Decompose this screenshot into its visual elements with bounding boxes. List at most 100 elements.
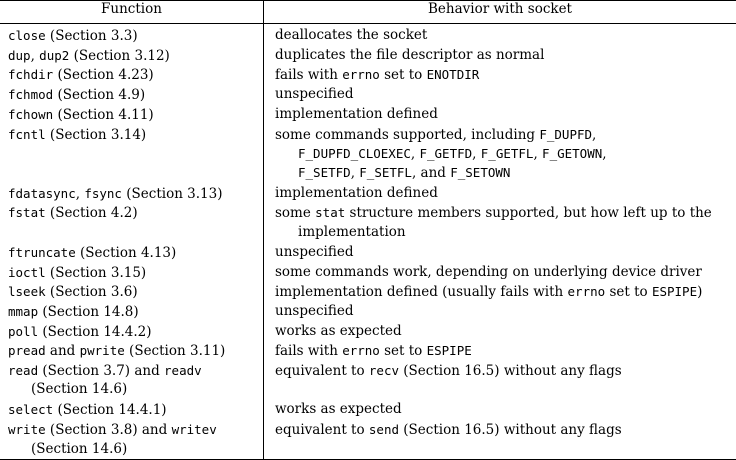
code-identifier: select [8,402,54,418]
behavior-cell: implementation defined (usually fails wi… [264,282,736,302]
cell-text: implementation defined [275,184,438,201]
code-identifier: mmap [8,303,39,319]
cell-text: and [45,343,80,360]
behavior-cell: unspecified [264,302,736,322]
table-header-row: Function Behavior with socket [0,0,736,24]
code-identifier: stat [315,205,346,221]
cell-text: set to [605,284,652,301]
behavior-cell: implementation defined [264,105,736,125]
behavior-cell: works as expected [264,400,736,420]
cell-line: some commands work, depending on underly… [275,263,736,282]
cell-line: deallocates the socket [275,26,736,45]
behavior-cell: unspecified [264,85,736,105]
table-row: pread and pwrite (Section 3.11) fails wit… [0,341,736,362]
code-identifier: fchown [8,106,54,122]
cell-line: fails with errno set to ENOTDIR [275,65,736,84]
behavior-cell: some commands work, depending on underly… [264,263,736,283]
code-identifier: pwrite [79,343,125,359]
cell-text: , [533,145,543,162]
cell-text: (Section 3.14) [45,126,147,143]
function-cell: read (Section 3.7) and readv (Section 14.… [0,361,264,401]
function-cell: pread and pwrite (Section 3.11) [0,341,264,362]
code-identifier: F_SETFL [359,165,412,181]
cell-text: (Section 3.7) and [38,363,165,380]
cell-text: , and [411,165,451,182]
table-row: write (Section 3.8) and writev (Section 1… [0,420,736,460]
cell-line: ftruncate (Section 4.13) [8,243,263,262]
cell-text: (Section 16.5) without any flags [399,363,622,380]
cell-text: (Section 3.15) [45,264,147,281]
behavior-cell: fails with errno set to ESPIPE [264,341,736,361]
cell-line: write (Section 3.8) and writev [8,420,263,439]
cell-text: fails with [275,343,343,360]
code-identifier: ENOTDIR [426,67,480,83]
cell-line: (Section 14.6) [8,380,263,399]
cell-text: set to [379,67,427,84]
cell-line: implementation defined (usually fails wi… [275,282,736,301]
behavior-cell: implementation defined [264,184,736,204]
code-identifier: errno [342,67,380,83]
code-identifier: fcntl [8,126,46,142]
code-identifier: poll [8,323,39,339]
cell-text: , [410,145,420,162]
code-identifier: fdatasync [8,185,76,201]
cell-line: works as expected [275,322,736,341]
function-cell: select (Section 14.4.1) [0,400,264,421]
cell-line: equivalent to recv (Section 16.5) withou… [275,361,736,380]
behavior-cell: equivalent to recv (Section 16.5) withou… [264,361,736,400]
cell-text: , [30,47,40,64]
cell-text: set to [379,343,427,360]
cell-text: unspecified [275,243,354,260]
cell-text: (Section 3.6) [45,284,138,301]
table-row: close (Section 3.3) deallocates the socke… [0,23,736,46]
code-identifier: F_GETFL [480,145,534,161]
behavior-cell: works as expected [264,322,736,342]
cell-line: close (Section 3.3) [8,26,263,45]
cell-line: lseek (Section 3.6) [8,282,263,301]
cell-text: (Section 16.5) without any flags [399,422,622,439]
cell-line: (Section 14.6) [8,440,263,459]
cell-text: ) [697,284,703,301]
code-identifier: pread [8,343,46,359]
cell-text: (Section 14.8) [38,303,139,320]
cell-text: , [602,145,607,162]
cell-line: mmap (Section 14.8) [8,302,263,321]
cell-line: fchmod (Section 4.9) [8,85,263,104]
code-identifier: errno [567,284,606,300]
cell-text: fails with [275,67,343,84]
table-row: fstat (Section 4.2) some stat structure m… [0,203,736,243]
cell-text: , [472,145,481,162]
table-row: read (Section 3.7) and readv (Section 14.… [0,361,736,401]
table-row: poll (Section 14.4.2) works as expected [0,321,736,342]
cell-text: (Section 3.3) [45,28,138,44]
cell-text: works as expected [275,401,402,418]
code-identifier: ESPIPE [651,284,698,300]
cell-text: (Section 14.4.2) [38,323,152,340]
cell-text: , [75,185,85,202]
cell-line: fchdir (Section 4.23) [8,65,263,84]
cell-line: fchown (Section 4.11) [8,105,263,124]
cell-line: some stat structure members supported, b… [275,203,736,222]
cell-line: fails with errno set to ESPIPE [275,341,736,360]
cell-text: (Section 4.9) [53,87,146,104]
cell-text: deallocates the socket [275,27,428,43]
code-identifier: close [8,28,46,43]
table-row: fcntl (Section 3.14) some commands suppor… [0,124,736,184]
code-identifier: send [368,422,399,438]
cell-text: (Section 3.11) [124,343,226,360]
behavior-cell: some stat structure members supported, b… [264,203,736,242]
cell-text: (Section 4.2) [45,205,138,222]
cell-line: implementation [275,223,736,242]
function-cell: close (Section 3.3) [0,23,264,46]
cell-line: F_SETFD, F_SETFL, and F_SETOWN [275,163,736,182]
cell-line: poll (Section 14.4.2) [8,322,263,341]
function-cell: fchdir (Section 4.23) [0,65,264,86]
code-identifier: F_SETOWN [450,165,511,181]
function-cell: mmap (Section 14.8) [0,301,264,322]
behavior-cell: duplicates the file descriptor as normal [264,46,736,66]
function-cell: poll (Section 14.4.2) [0,321,264,342]
cell-line: some commands supported, including F_DUP… [275,125,736,144]
code-identifier: fchmod [8,87,54,103]
cell-line: read (Section 3.7) and readv [8,361,263,380]
cell-text: some commands supported, including [275,126,540,143]
